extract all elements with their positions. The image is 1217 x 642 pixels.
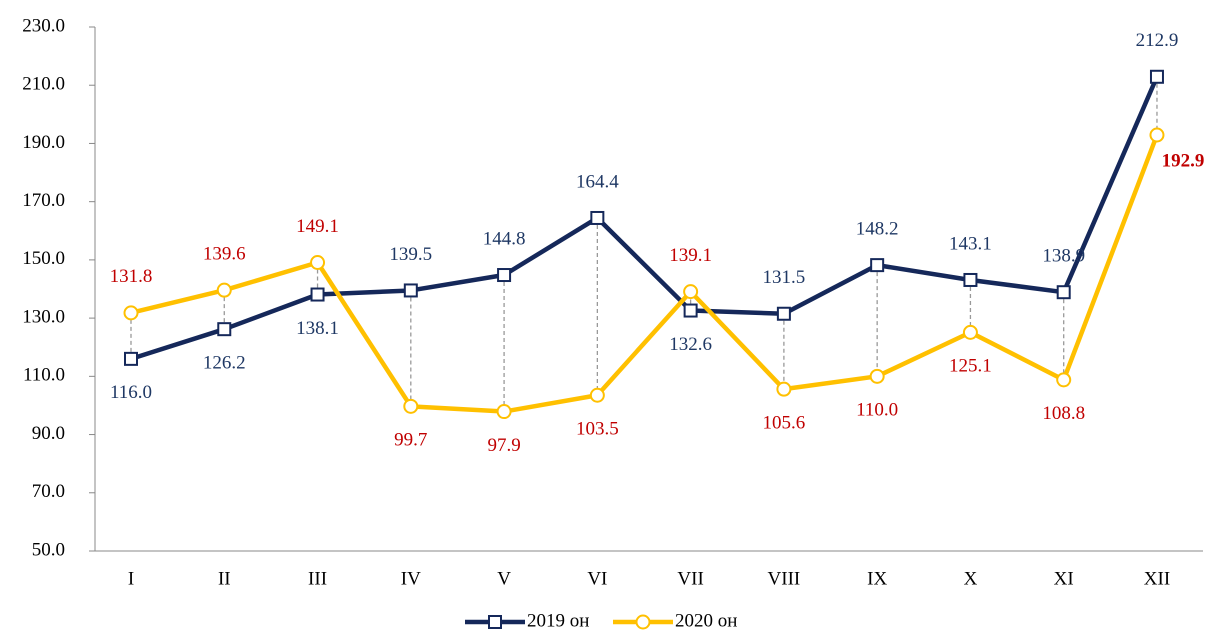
series-line: [130, 134, 1160, 414]
data-label: 143.1: [949, 233, 992, 254]
x-tick-label: VI: [587, 568, 607, 589]
y-tick-label: 70.0: [32, 481, 65, 502]
x-tick-label: X: [964, 568, 978, 589]
y-tick-label: 210.0: [22, 74, 65, 95]
legend-marker: [488, 615, 502, 629]
point: [963, 272, 978, 287]
point: [590, 210, 605, 225]
y-tick-label: 150.0: [22, 248, 65, 269]
x-tick-label: II: [218, 568, 231, 589]
x-tick-label: V: [497, 568, 511, 589]
data-label: 144.8: [483, 228, 526, 249]
point: [962, 324, 978, 340]
y-tick-label: 130.0: [22, 306, 65, 327]
x-tick-label: XII: [1144, 568, 1170, 589]
point: [310, 287, 325, 302]
y-tick-label: 90.0: [32, 423, 65, 444]
data-label: 148.2: [856, 218, 899, 239]
point: [683, 303, 698, 318]
data-label: 103.5: [576, 419, 619, 440]
data-label: 212.9: [1136, 30, 1179, 51]
y-tick-label: 190.0: [22, 132, 65, 153]
legend-marker: [635, 614, 651, 630]
x-tick-label: VIII: [768, 568, 801, 589]
y-tick-label: 110.0: [23, 365, 65, 386]
x-tick-label: I: [128, 568, 134, 589]
data-label: 131.5: [763, 267, 806, 288]
point: [496, 404, 512, 420]
data-label: 99.7: [394, 430, 427, 451]
x-tick-label: IX: [867, 568, 887, 589]
x-tick-label: III: [308, 568, 327, 589]
x-tick-label: IV: [401, 568, 421, 589]
series-line: [130, 75, 1160, 362]
point: [217, 322, 232, 337]
point: [123, 305, 139, 321]
point: [124, 351, 138, 366]
data-label: 97.9: [487, 435, 520, 456]
x-tick-label: VII: [677, 568, 703, 589]
data-label: 125.1: [949, 356, 992, 377]
data-label: 164.4: [576, 171, 619, 192]
legend-label: 2020 он: [675, 610, 737, 631]
point: [776, 381, 792, 397]
y-tick-label: 50.0: [32, 539, 65, 560]
data-label: 139.6: [203, 244, 246, 265]
x-tick-label: XI: [1054, 568, 1074, 589]
point: [1149, 127, 1165, 143]
point: [216, 282, 232, 298]
data-label: 139.1: [669, 245, 712, 266]
point: [870, 258, 885, 273]
point: [403, 398, 419, 414]
data-label: 126.2: [203, 353, 246, 374]
data-label: 192.9: [1162, 150, 1205, 171]
y-tick-label: 230.0: [22, 15, 65, 36]
data-label: 131.8: [110, 266, 153, 287]
point: [403, 283, 418, 298]
data-label: 110.0: [856, 400, 898, 421]
point: [869, 368, 885, 384]
point: [1056, 285, 1071, 300]
point: [683, 284, 699, 300]
point: [497, 268, 512, 283]
data-label: 105.6: [763, 413, 806, 434]
point: [776, 306, 791, 321]
point: [589, 387, 605, 403]
point: [1056, 372, 1072, 388]
data-label: 108.8: [1042, 403, 1085, 424]
legend-label: 2019 он: [527, 610, 589, 631]
data-label: 149.1: [296, 216, 339, 237]
y-tick-label: 170.0: [22, 190, 65, 211]
data-label: 139.5: [389, 244, 432, 265]
point: [310, 255, 326, 271]
data-label: 138.1: [296, 318, 339, 339]
data-label: 138.9: [1042, 246, 1085, 267]
data-label: 132.6: [669, 334, 712, 355]
data-label: 116.0: [110, 382, 152, 403]
point: [1149, 69, 1164, 84]
